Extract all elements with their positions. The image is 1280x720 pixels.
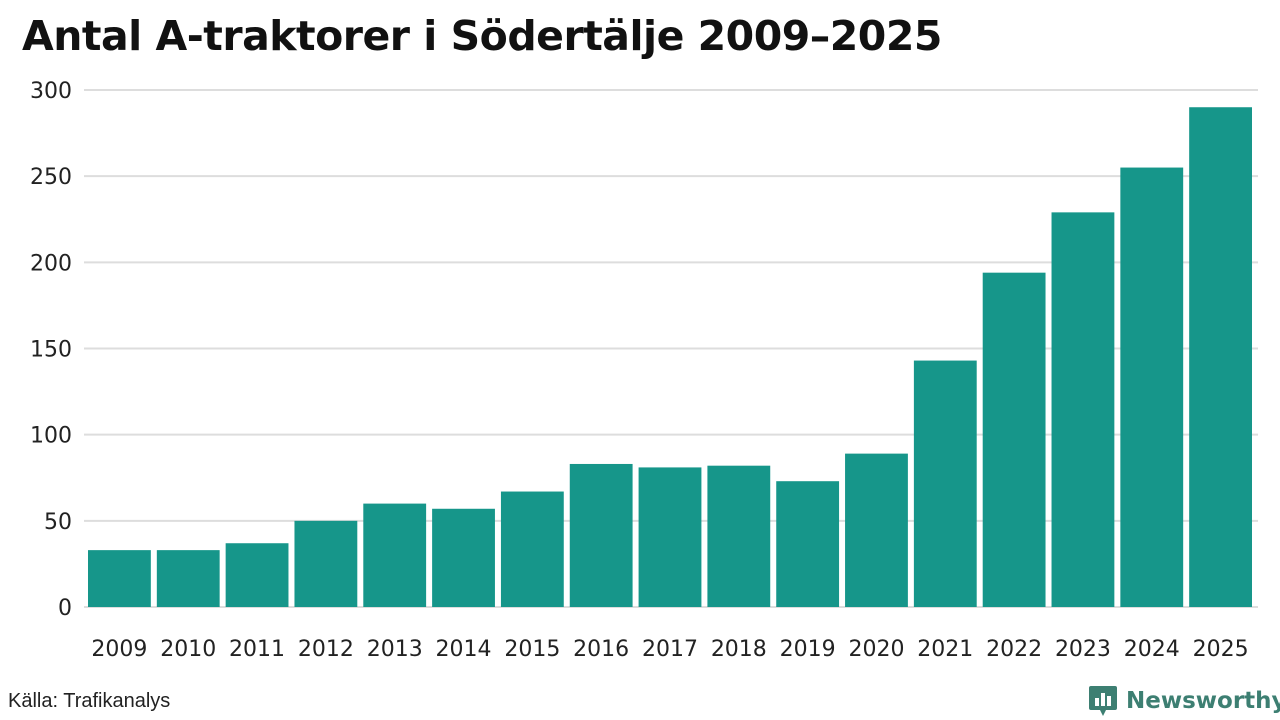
bar-2024 xyxy=(1120,167,1184,608)
y-tick-label: 0 xyxy=(58,596,72,621)
bar-2014 xyxy=(432,508,495,607)
bar-2012 xyxy=(294,520,358,607)
x-axis-ticks: 2009 2010 2011 2012 2013 2014 2015 2016 2017 2018… xyxy=(91,637,1248,662)
bar-2010 xyxy=(156,550,220,607)
bar-2011 xyxy=(225,543,289,607)
brand-name: Newsworthy xyxy=(1126,688,1280,714)
bar-2021 xyxy=(913,360,977,607)
x-tick-label: 2016 xyxy=(573,637,629,662)
x-tick-label: 2022 xyxy=(986,637,1042,662)
y-tick-label: 150 xyxy=(30,338,72,363)
bars xyxy=(88,107,1252,608)
x-tick-label: 2025 xyxy=(1193,637,1249,662)
y-tick-label: 200 xyxy=(30,251,72,276)
x-tick-label: 2021 xyxy=(917,637,973,662)
x-tick-label: 2011 xyxy=(229,637,285,662)
bar-2022 xyxy=(982,272,1046,607)
x-tick-label: 2014 xyxy=(436,637,492,662)
y-tick-label: 50 xyxy=(44,510,72,535)
y-axis-ticks: 0 50 100 150 200 250 300 xyxy=(30,79,72,621)
x-tick-label: 2018 xyxy=(711,637,767,662)
bar-2016 xyxy=(569,463,633,607)
bar-2013 xyxy=(363,503,427,607)
bar-2017 xyxy=(638,467,702,607)
x-tick-label: 2009 xyxy=(91,637,147,662)
bar-2018 xyxy=(707,465,771,607)
bar-2009 xyxy=(88,550,151,607)
bar-2015 xyxy=(500,491,564,607)
x-tick-label: 2020 xyxy=(848,637,904,662)
brand-logo: Newsworthy xyxy=(1088,684,1280,718)
x-tick-label: 2015 xyxy=(504,637,560,662)
y-tick-label: 300 xyxy=(30,79,72,104)
y-tick-label: 100 xyxy=(30,424,72,449)
bar-2019 xyxy=(776,481,840,607)
x-tick-label: 2013 xyxy=(367,637,423,662)
x-tick-label: 2010 xyxy=(160,637,216,662)
x-tick-label: 2024 xyxy=(1124,637,1180,662)
x-tick-label: 2023 xyxy=(1055,637,1111,662)
chart-title: Antal A-traktorer i Södertälje 2009–2025 xyxy=(22,12,942,60)
x-tick-label: 2019 xyxy=(780,637,836,662)
bar-2020 xyxy=(845,453,908,607)
newsworthy-logo-icon xyxy=(1089,686,1117,716)
bar-2023 xyxy=(1051,212,1115,607)
x-tick-label: 2017 xyxy=(642,637,698,662)
x-tick-label: 2012 xyxy=(298,637,354,662)
bar-2025 xyxy=(1189,107,1252,607)
y-tick-label: 250 xyxy=(30,165,72,190)
source-note: Källa: Trafikanalys xyxy=(8,690,171,712)
